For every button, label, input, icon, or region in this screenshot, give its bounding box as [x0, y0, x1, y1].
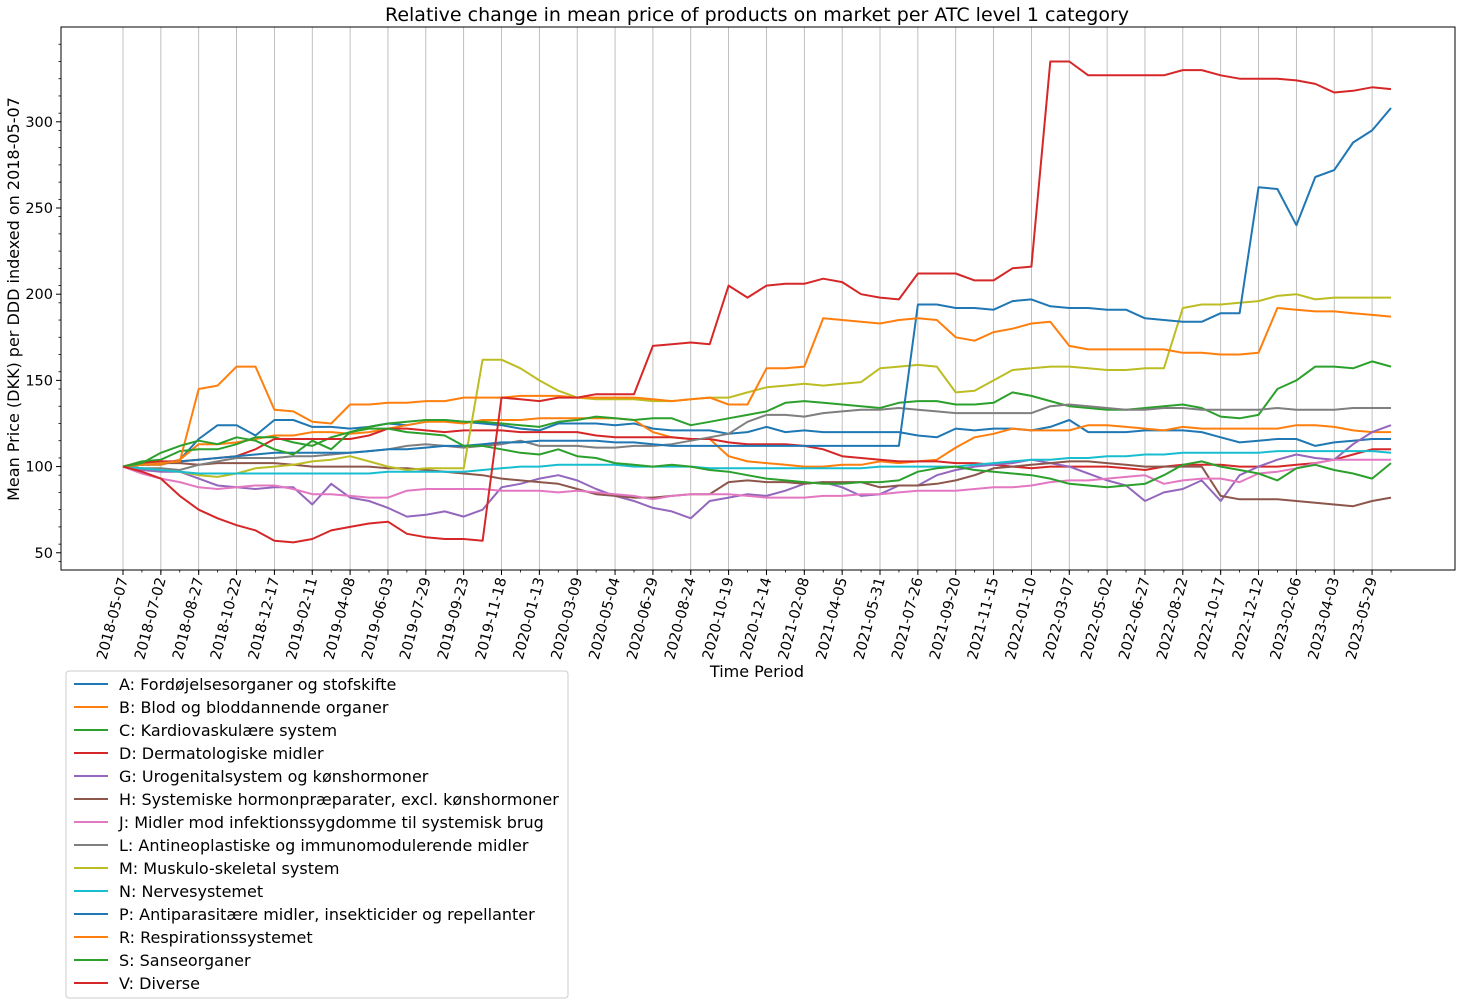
legend-label-13: V: Diverse [119, 974, 200, 993]
legend-label-4: G: Urogenitalsystem og kønshormoner [119, 767, 429, 786]
y-tick-label: 150 [25, 373, 53, 389]
series-line-6 [122, 458, 1391, 501]
legend-label-3: D: Dermatologiske midler [119, 744, 324, 763]
series-line-3 [122, 427, 1391, 471]
legend-label-8: M: Muskulo-skeletal system [119, 859, 339, 878]
legend-label-0: A: Fordøjelsesorganer og stofskifte [119, 675, 396, 694]
y-tick-label: 300 [25, 115, 53, 131]
y-axis-label: Mean Price (DKK) per DDD indexed on 2018… [4, 97, 23, 501]
legend-label-10: P: Antiparasitære midler, insekticider o… [119, 905, 535, 924]
plot-frame [60, 26, 1456, 571]
legend-label-11: R: Respirationssystemet [119, 928, 313, 947]
series-line-12 [122, 427, 1392, 489]
legend-label-1: B: Blod og bloddannende organer [119, 698, 389, 717]
series-line-1 [122, 417, 1391, 468]
series-line-11 [122, 307, 1392, 468]
x-axis-label: Time Period [709, 662, 804, 681]
legend: A: Fordøjelsesorganer og stofskifte B: Bl… [65, 670, 569, 999]
y-axis: 50 100 150 200 250 300 [25, 43, 61, 562]
series-line-7 [122, 403, 1391, 471]
legend-label-5: H: Systemiske hormonpræparater, excl. kø… [119, 790, 559, 809]
series-line-13 [122, 60, 1392, 544]
series-line-0 [122, 419, 1391, 468]
legend-label-6: J: Midler mod infektionssygdomme til sys… [118, 813, 544, 832]
series-line-9 [122, 450, 1392, 475]
legend-label-9: N: Nervesystemet [119, 882, 263, 901]
y-tick-label: 200 [25, 287, 53, 303]
legend-label-2: C: Kardiovaskulære system [119, 721, 337, 740]
legend-label-12: S: Sanseorganer [119, 951, 251, 970]
y-tick-label: 100 [25, 460, 53, 476]
series-line-10 [122, 107, 1392, 468]
y-tick-label: 250 [25, 201, 53, 217]
chart-title: Relative change in mean price of product… [385, 4, 1129, 26]
series-lines [122, 60, 1392, 544]
legend-label-7: L: Antineoplastiske og immunomodulerende… [119, 836, 529, 855]
series-line-8 [122, 293, 1391, 478]
series-line-2 [122, 360, 1392, 468]
y-tick-label: 50 [35, 546, 53, 562]
legend-box [65, 670, 569, 999]
series-line-4 [122, 424, 1392, 520]
